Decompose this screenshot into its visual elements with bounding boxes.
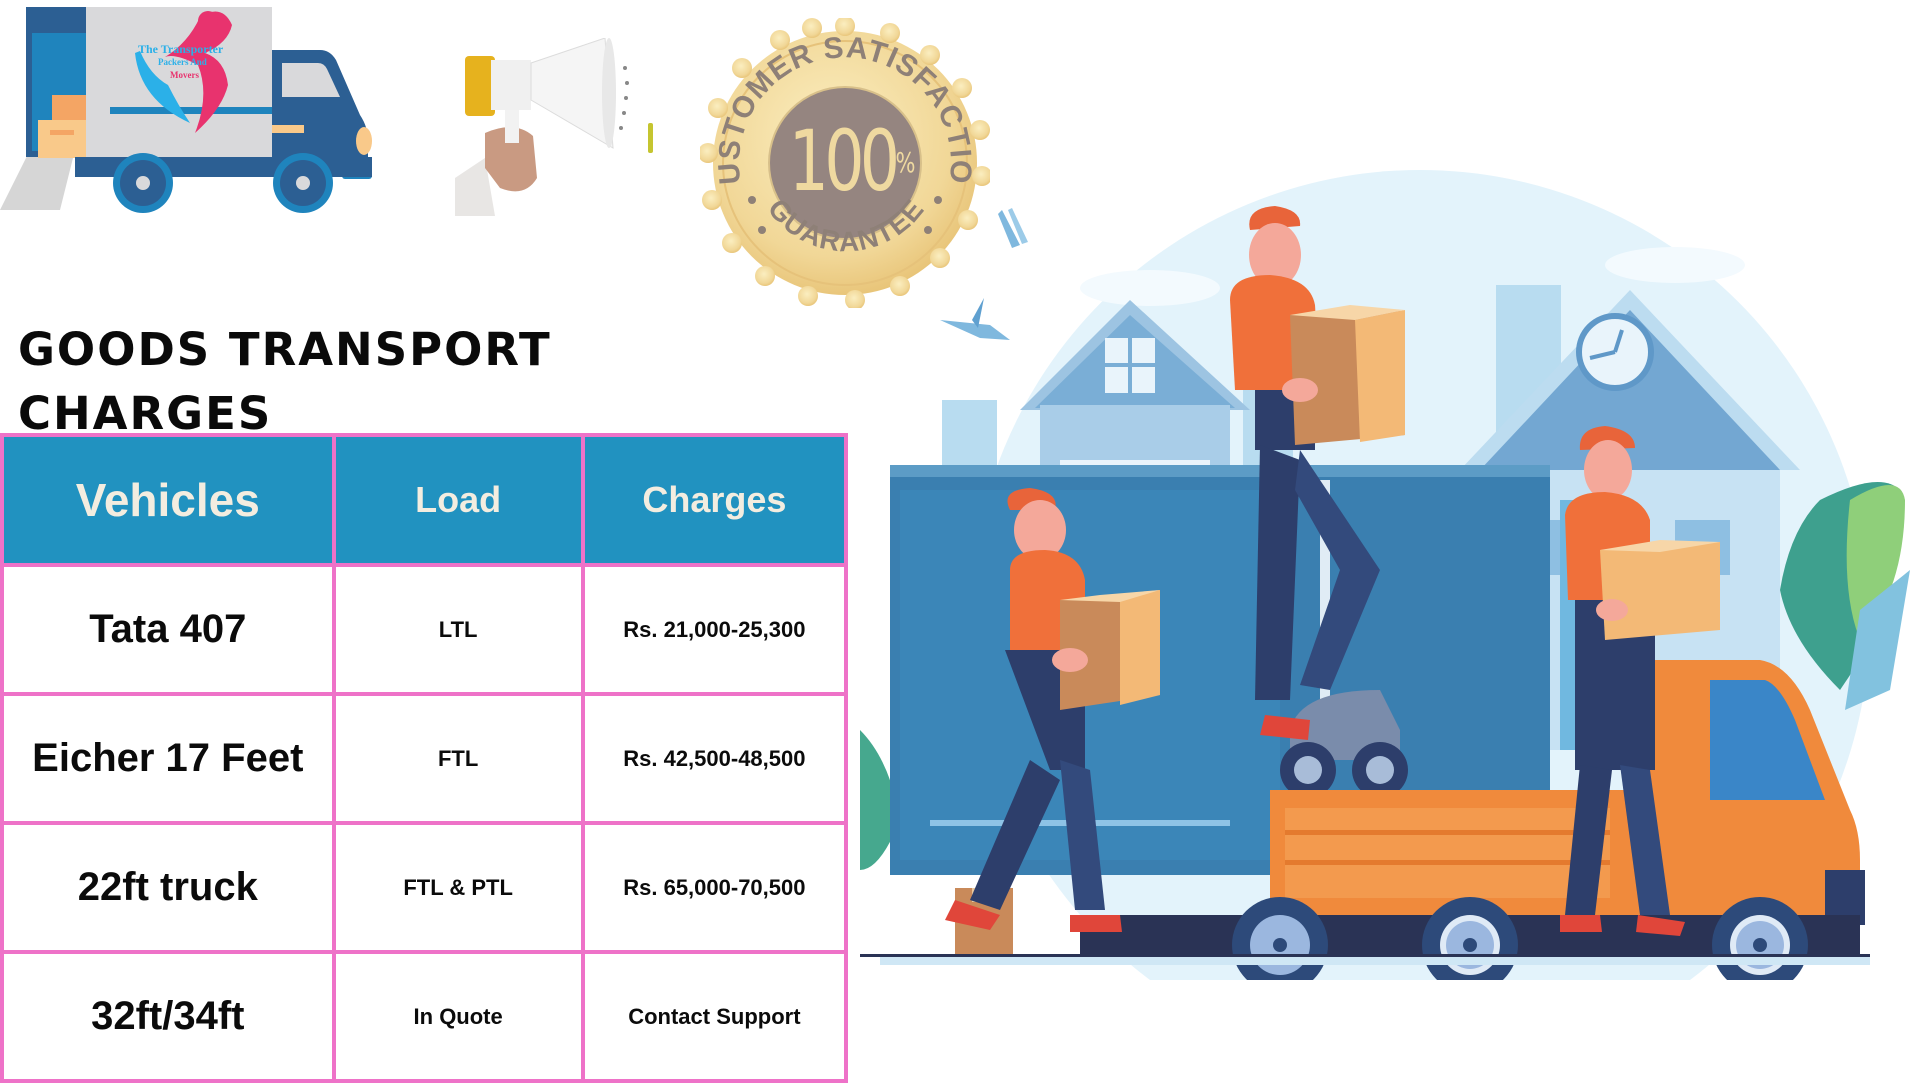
- load-cell: FTL: [331, 692, 585, 825]
- charges-cell: Contact Support: [580, 950, 849, 1083]
- table-row: 22ft truck FTL & PTL Rs. 65,000-70,500: [0, 821, 849, 954]
- satisfaction-guarantee-badge: CUSTOMER SATISFACTION GUARANTEE 100%: [698, 16, 992, 310]
- vehicle-cell: 32ft/34ft: [0, 950, 336, 1083]
- table-row: Eicher 17 Feet FTL Rs. 42,500-48,500: [0, 692, 849, 825]
- charges-cell: Rs. 42,500-48,500: [580, 692, 849, 825]
- logo-text: The Transporter Packers And Movers: [138, 43, 258, 82]
- badge-percent: %: [895, 146, 916, 179]
- logo-line-3: Movers: [170, 70, 199, 80]
- worker-left: [945, 488, 1160, 932]
- logo-line-2: Packers And: [158, 57, 207, 67]
- charges-cell: Rs. 65,000-70,500: [580, 821, 849, 954]
- title-line-1: GOODS TRANSPORT CHARGES: [18, 323, 552, 440]
- megaphone-image: [455, 37, 655, 216]
- badge-arc-text: CUSTOMER SATISFACTION GUARANTEE: [700, 18, 977, 257]
- badge-value: 100%: [788, 106, 916, 218]
- company-logo-truck: The Transporter Packers And Movers: [0, 5, 380, 215]
- load-cell: In Quote: [331, 950, 585, 1083]
- charges-cell: Rs. 21,000-25,300: [580, 563, 849, 696]
- worker-center: [1230, 206, 1405, 740]
- vehicle-cell: 22ft truck: [0, 821, 336, 954]
- worker-right: [1560, 426, 1720, 936]
- logo-line-1: The Transporter: [138, 42, 224, 56]
- badge-number: 100: [788, 112, 900, 210]
- vehicle-cell: Eicher 17 Feet: [0, 692, 336, 825]
- table-header-row: Vehicles Load Charges: [0, 433, 849, 567]
- table-row: 32ft/34ft In Quote Contact Support: [0, 950, 849, 1083]
- moving-truck-icon: [0, 7, 372, 213]
- movers-illustration: [860, 170, 1920, 1070]
- load-cell: FTL & PTL: [331, 821, 585, 954]
- megaphone-icon: [455, 37, 653, 216]
- header-load: Load: [331, 433, 585, 567]
- header-vehicles: Vehicles: [0, 433, 336, 567]
- table-row: Tata 407 LTL Rs. 21,000-25,300: [0, 563, 849, 696]
- header-charges: Charges: [580, 433, 849, 567]
- movers-loading-truck-icon: [860, 170, 1910, 1070]
- transport-rate-table: Vehicles Load Charges Tata 407 LTL Rs. 2…: [0, 433, 849, 1083]
- load-cell: LTL: [331, 563, 585, 696]
- seal-icon: [698, 16, 992, 310]
- vehicle-cell: Tata 407: [0, 563, 336, 696]
